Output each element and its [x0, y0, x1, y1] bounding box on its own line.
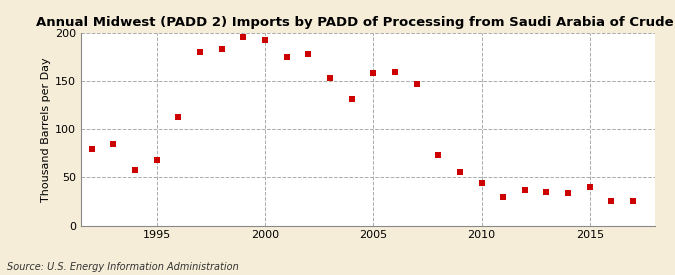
Point — [325, 76, 335, 80]
Text: Source: U.S. Energy Information Administration: Source: U.S. Energy Information Administ… — [7, 262, 238, 272]
Point — [411, 82, 422, 86]
Point — [346, 97, 357, 101]
Point — [389, 70, 400, 75]
Point — [151, 158, 162, 162]
Point — [260, 37, 271, 42]
Point — [585, 185, 595, 189]
Title: Annual Midwest (PADD 2) Imports by PADD of Processing from Saudi Arabia of Crude: Annual Midwest (PADD 2) Imports by PADD … — [36, 16, 675, 29]
Point — [130, 167, 140, 172]
Point — [563, 191, 574, 195]
Point — [520, 188, 531, 192]
Point — [454, 169, 465, 174]
Point — [368, 71, 379, 76]
Point — [194, 50, 205, 54]
Point — [303, 52, 314, 56]
Point — [628, 199, 639, 204]
Point — [606, 199, 617, 204]
Point — [86, 146, 97, 151]
Point — [173, 114, 184, 119]
Point — [476, 181, 487, 185]
Point — [541, 190, 552, 194]
Point — [238, 35, 249, 39]
Point — [216, 47, 227, 51]
Y-axis label: Thousand Barrels per Day: Thousand Barrels per Day — [41, 57, 51, 202]
Point — [281, 55, 292, 59]
Point — [497, 194, 508, 199]
Point — [433, 153, 443, 157]
Point — [108, 141, 119, 146]
